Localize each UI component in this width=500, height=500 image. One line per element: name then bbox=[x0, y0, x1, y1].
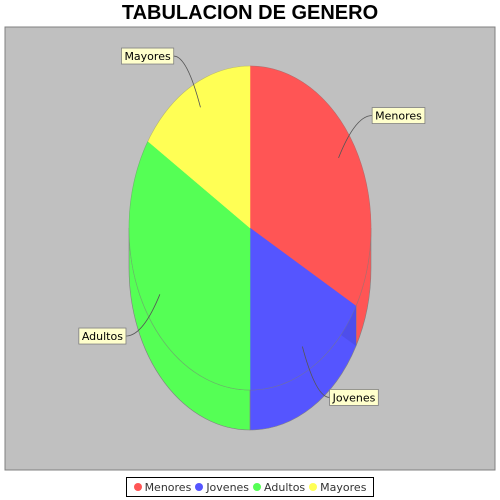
legend-swatch-menores bbox=[133, 483, 142, 491]
slice-label-adultos: Adultos bbox=[82, 330, 123, 343]
slice-labels: Menores Jovenes Adultos Mayores bbox=[78, 47, 426, 406]
legend-label-menores: Menores bbox=[144, 480, 192, 494]
pie-3d-layer bbox=[128, 65, 372, 431]
leader-line-menores bbox=[338, 115, 373, 159]
chart-title: TABULACION DE GENERO bbox=[121, 2, 379, 24]
legend-label-mayores: Mayores bbox=[320, 480, 367, 494]
slice-label-menores: Menores bbox=[375, 110, 422, 123]
legend-label-jovenes: Jovenes bbox=[206, 480, 250, 494]
slice-label-mayores: Mayores bbox=[124, 50, 171, 63]
legend: Menores Jovenes Adultos Mayores bbox=[126, 477, 374, 497]
leader-line-jovenes bbox=[301, 346, 330, 398]
legend-swatch-adultos bbox=[253, 483, 262, 491]
label-box-menores bbox=[371, 107, 426, 124]
label-box-jovenes bbox=[329, 389, 379, 406]
legend-item-adultos: Adultos bbox=[253, 481, 305, 494]
legend-label-adultos: Adultos bbox=[264, 480, 306, 494]
legend-swatch-mayores bbox=[309, 483, 318, 491]
leader-line-adultos bbox=[125, 294, 161, 337]
pie-outline bbox=[128, 65, 372, 391]
legend-item-mayores: Mayores bbox=[309, 481, 366, 494]
legend-swatch-jovenes bbox=[195, 483, 204, 491]
legend-item-menores: Menores bbox=[133, 480, 192, 494]
label-box-mayores bbox=[121, 47, 175, 65]
label-box-adultos bbox=[78, 327, 127, 345]
slice-label-jovenes: Jovenes bbox=[332, 391, 376, 404]
legend-item-jovenes: Jovenes bbox=[195, 481, 249, 494]
leader-line-mayores bbox=[173, 55, 201, 108]
